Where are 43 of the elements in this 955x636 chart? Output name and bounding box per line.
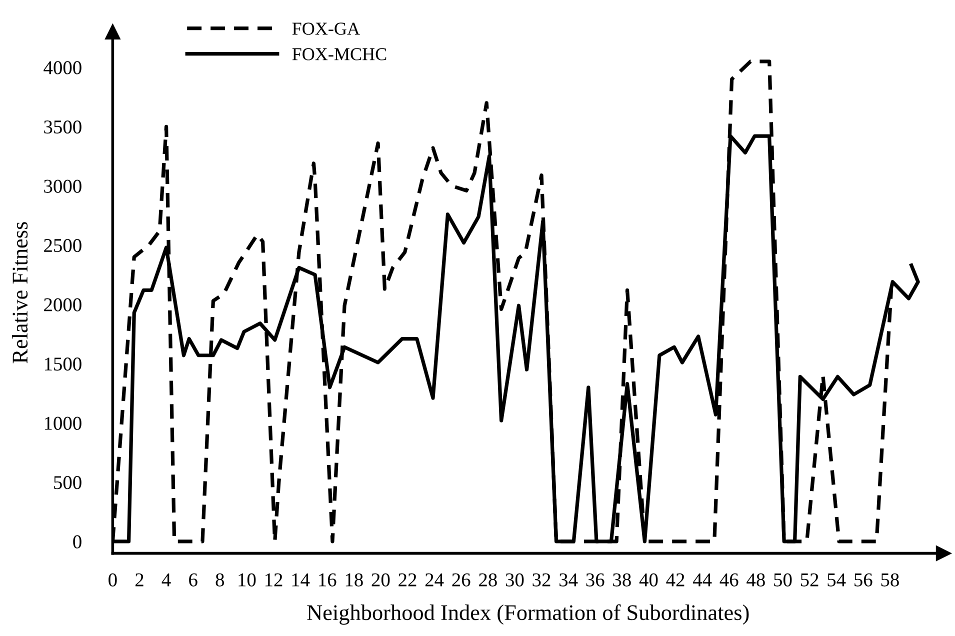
x-tick-label: 24 bbox=[425, 573, 444, 586]
x-tick-label: 26 bbox=[452, 573, 470, 586]
y-tick-label: 3500 bbox=[44, 120, 82, 134]
x-tick-label: 0 bbox=[108, 573, 117, 586]
x-tick-label: 22 bbox=[398, 573, 416, 586]
x-tick-label: 20 bbox=[372, 573, 390, 586]
x-tick-label: 46 bbox=[720, 573, 738, 586]
y-tick-label: 2000 bbox=[44, 298, 82, 312]
x-tick-label: 6 bbox=[189, 573, 198, 586]
x-tick-label: 58 bbox=[881, 573, 899, 586]
y-axis-title: Relative Fitness bbox=[12, 222, 28, 364]
x-tick-label: 40 bbox=[639, 573, 658, 586]
x-tick-label: 14 bbox=[292, 573, 310, 586]
x-tick-label: 38 bbox=[613, 573, 631, 586]
x-tick-label: 12 bbox=[265, 573, 282, 586]
y-tick-label: 3000 bbox=[44, 180, 82, 193]
y-tick-label: 1000 bbox=[44, 416, 82, 430]
legend-label: FOX-MCHC bbox=[292, 48, 386, 60]
x-tick-label: 36 bbox=[586, 573, 604, 586]
x-tick-label: 44 bbox=[692, 573, 712, 586]
x-tick-label: 28 bbox=[479, 573, 497, 586]
y-tick-label: 1500 bbox=[44, 357, 82, 371]
x-tick-label: 56 bbox=[854, 573, 872, 586]
y-tick-label: 4000 bbox=[44, 61, 82, 74]
y-tick-label: 500 bbox=[54, 476, 82, 490]
x-tick-label: 2 bbox=[135, 573, 144, 586]
x-tick-label: 10 bbox=[238, 573, 256, 586]
y-tick-label: 0 bbox=[73, 535, 82, 548]
x-tick-label: 30 bbox=[506, 573, 524, 586]
x-tick-label: 18 bbox=[346, 573, 363, 586]
x-tick-label: 50 bbox=[774, 573, 792, 586]
x-tick-label: 16 bbox=[319, 573, 336, 586]
x-tick-label: 54 bbox=[828, 573, 846, 586]
x-tick-label: 34 bbox=[560, 573, 578, 586]
x-tick-label: 8 bbox=[216, 573, 224, 586]
x-tick-label: 48 bbox=[746, 573, 765, 586]
y-tick-label: 2500 bbox=[44, 238, 82, 252]
x-tick-label: 52 bbox=[800, 573, 818, 586]
x-axis-title: Neighborhood Index (Formation of Subordinates) bbox=[307, 604, 749, 625]
x-tick-label: 4 bbox=[162, 573, 171, 586]
x-tick-label: 42 bbox=[666, 573, 684, 586]
x-tick-label: 32 bbox=[532, 573, 550, 586]
legend-label: FOX-GA bbox=[292, 22, 360, 35]
